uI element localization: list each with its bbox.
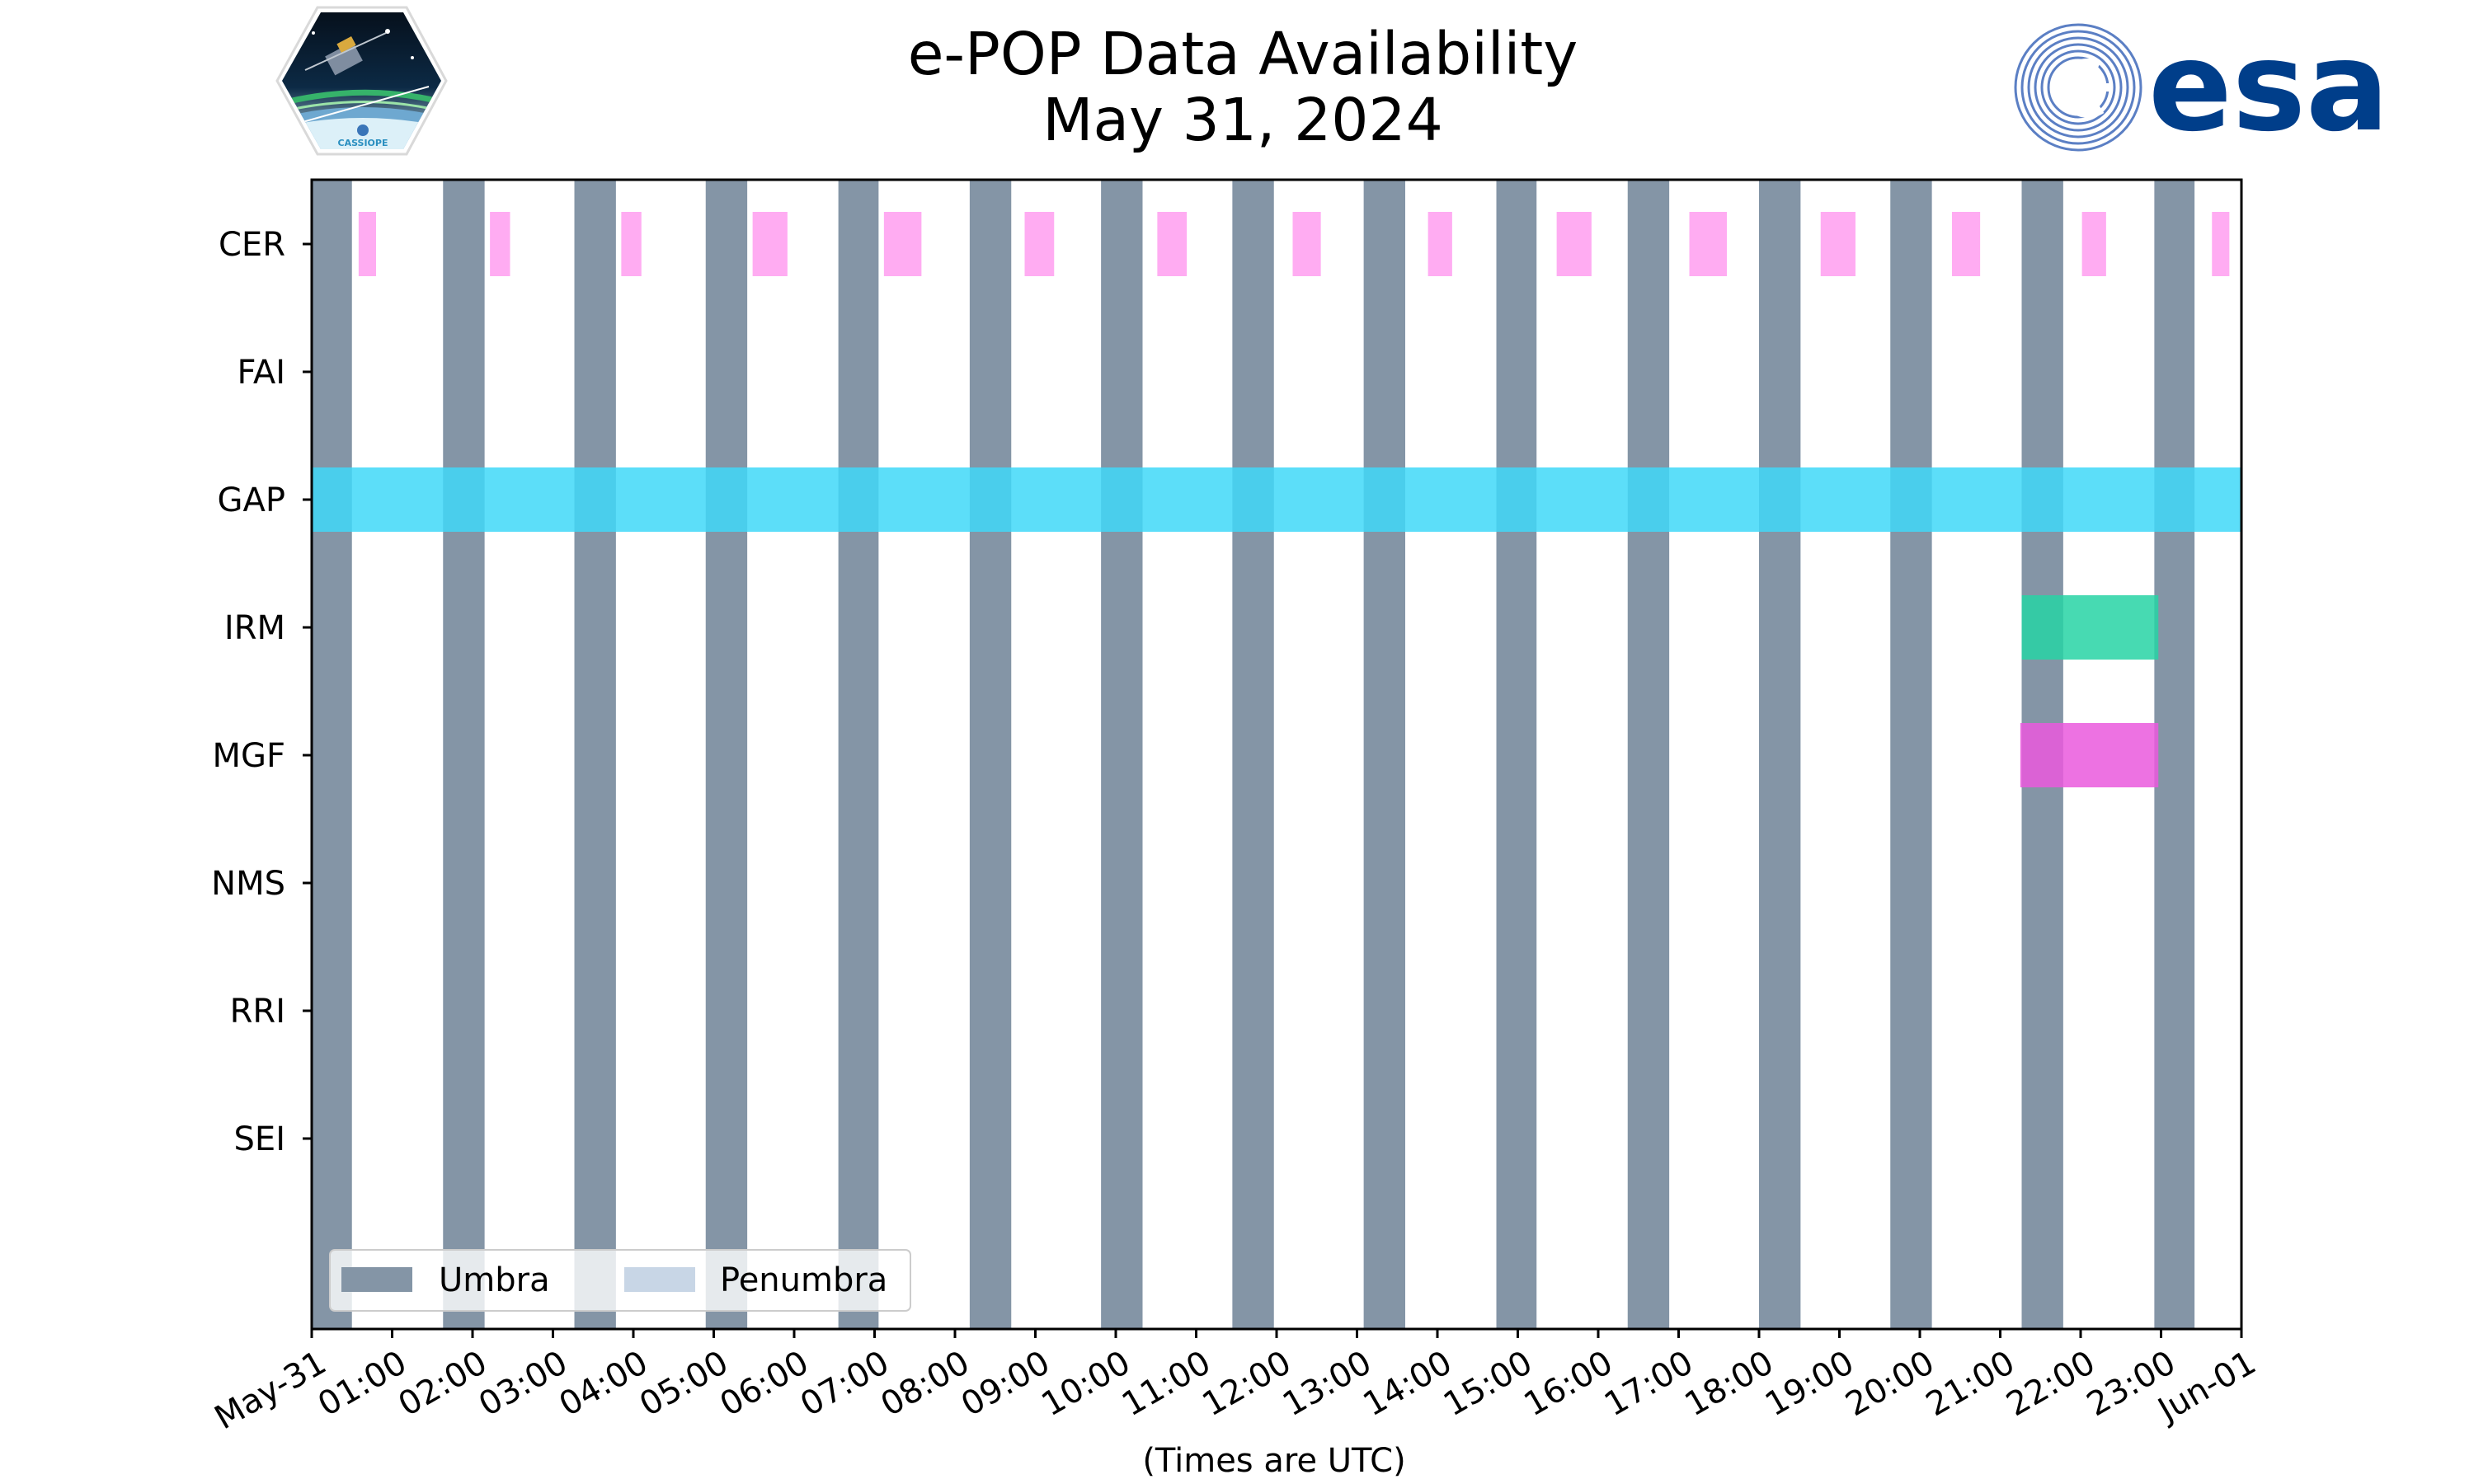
legend-frame [329,1249,911,1312]
y-tick-label-cer: CER [219,226,285,264]
umbra-band-1 [443,180,485,1329]
legend-swatch-umbra [341,1267,412,1292]
esa-logo-mark [2014,23,2142,152]
umbra-band-4 [838,180,879,1329]
x-tick-label-6: 06:00 [714,1344,816,1424]
x-axis-label: (Times are UTC) [1142,1442,1405,1480]
bar-cer-0 [358,212,376,276]
legend: Umbra Penumbra [329,1249,911,1312]
esa-logo: esa [2014,16,2389,159]
x-tick-label-22: 22:00 [2001,1344,2102,1424]
bar-mgf-0 [2020,723,2159,787]
y-tick-label-sei: SEI [234,1120,285,1158]
x-tick-label-13: 13:00 [1277,1344,1378,1424]
umbra-band-11 [1759,180,1801,1329]
x-tick-label-10: 10:00 [1036,1344,1137,1424]
bar-cer-14 [2212,212,2230,276]
x-tick-label-21: 21:00 [1920,1344,2021,1424]
bar-irm-0 [2021,595,2159,660]
x-tick-label-5: 05:00 [633,1344,735,1424]
bar-cer-9 [1556,212,1592,276]
umbra-band-5 [969,180,1012,1329]
x-tick-label-9: 09:00 [955,1344,1056,1424]
bar-cer-11 [1820,212,1856,276]
bar-cer-7 [1292,212,1321,276]
x-tick-label-8: 08:00 [875,1344,976,1424]
umbra-band-7 [1232,180,1274,1329]
umbra-band-3 [705,180,748,1329]
umbra-band-12 [1890,180,1932,1329]
x-tick-label-15: 15:00 [1437,1344,1539,1424]
legend-label-umbra: Umbra [439,1261,550,1299]
bar-cer-10 [1689,212,1727,276]
y-tick-label-mgf: MGF [212,737,285,775]
umbra-band-6 [1101,180,1143,1329]
bar-cer-5 [1024,212,1055,276]
x-tick-label-20: 20:00 [1840,1344,1941,1424]
y-tick-label-nms: NMS [211,865,285,903]
y-tick-label-irm: IRM [224,609,285,647]
y-tick-label-gap: GAP [218,481,285,519]
bar-cer-1 [490,212,510,276]
cassiope-logo-text: CASSIOPE [338,138,388,148]
x-tick-label-17: 17:00 [1598,1344,1700,1424]
bar-cer-4 [883,212,922,276]
umbra-band-8 [1363,180,1405,1329]
umbra-band-10 [1627,180,1670,1329]
legend-label-penumbra: Penumbra [720,1261,887,1299]
x-tick-label-12: 12:00 [1197,1344,1298,1424]
bar-cer-2 [621,212,642,276]
x-tick-label-2: 02:00 [393,1344,494,1424]
x-tick-label-18: 18:00 [1679,1344,1780,1424]
legend-swatch-penumbra [624,1267,695,1292]
x-tick-label-19: 19:00 [1759,1344,1860,1424]
esa-logo-text: esa [2148,16,2389,159]
chart-title: e-POP Data Availability [908,20,1578,88]
bar-cer-13 [2081,212,2106,276]
y-tick-label-rri: RRI [230,993,285,1031]
bar-cer-12 [1952,212,1981,276]
plot-area: CERFAIGAPIRMMGFNMSRRISEIMay-3101:0002:00… [209,178,2262,1437]
x-tick-label-16: 16:00 [1518,1344,1620,1424]
bar-cer-8 [1427,212,1452,276]
bar-cer-6 [1157,212,1188,276]
umbra-band-14 [2154,180,2195,1329]
x-tick-label-4: 04:00 [553,1344,655,1424]
umbra-band-9 [1496,180,1537,1329]
x-tick-label-3: 03:00 [473,1344,574,1424]
y-tick-label-fai: FAI [238,354,286,392]
x-tick-label-14: 14:00 [1357,1344,1459,1424]
x-tick-label-11: 11:00 [1116,1344,1217,1424]
bar-cer-3 [752,212,788,276]
bar-gap-0 [312,467,2241,532]
x-tick-label-7: 07:00 [794,1344,896,1424]
chart-subtitle: May 31, 2024 [1042,86,1443,154]
x-tick-label-1: 01:00 [312,1344,413,1424]
umbra-band-0 [312,180,352,1329]
umbra-band-2 [574,180,616,1329]
